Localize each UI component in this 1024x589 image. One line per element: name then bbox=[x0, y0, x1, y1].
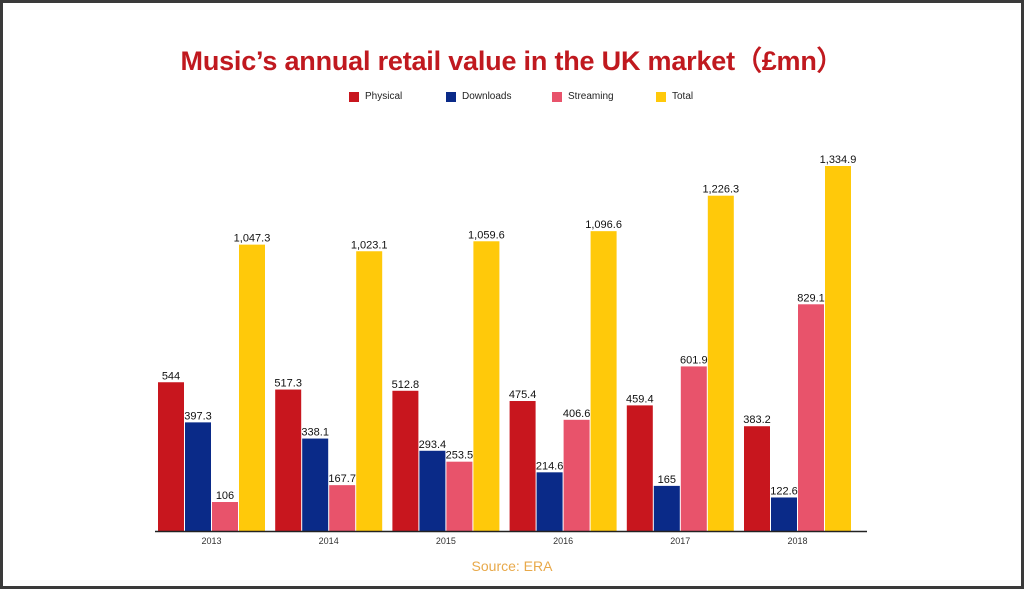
bar-downloads-2015 bbox=[419, 450, 446, 531]
bar-total-2018 bbox=[825, 166, 851, 531]
legend-swatch-physical bbox=[349, 91, 359, 102]
bar-downloads-2018 bbox=[771, 497, 797, 531]
chart-title-unit: （£mn） bbox=[734, 46, 844, 76]
bar-streaming-2016 bbox=[563, 419, 590, 531]
chart-title-text: Music’s annual retail value in the UK ma… bbox=[180, 46, 736, 76]
data-label-streaming-2018: 829.1 bbox=[797, 292, 825, 304]
data-label-downloads-2017: 165 bbox=[658, 474, 676, 486]
x-tick-label-2017: 2017 bbox=[670, 536, 690, 546]
bar-total-2015 bbox=[473, 241, 500, 531]
bar-downloads-2013 bbox=[185, 422, 211, 531]
data-label-downloads-2016: 214.6 bbox=[536, 460, 564, 472]
legend-item-downloads: Downloads bbox=[446, 91, 511, 102]
bar-physical-2013 bbox=[158, 382, 184, 531]
data-label-downloads-2015: 293.4 bbox=[419, 439, 447, 451]
bar-physical-2014 bbox=[275, 389, 302, 531]
data-label-total-2018: 1,334.9 bbox=[820, 154, 857, 166]
legend-label-streaming: Streaming bbox=[568, 91, 614, 102]
data-label-streaming-2013: 106 bbox=[216, 490, 234, 502]
legend-label-physical: Physical bbox=[365, 91, 403, 102]
x-tick-label-2014: 2014 bbox=[319, 536, 339, 546]
legend-item-streaming: Streaming bbox=[552, 91, 614, 102]
bar-physical-2016 bbox=[509, 401, 536, 531]
bar-physical-2015 bbox=[392, 390, 419, 531]
x-tick-label-2013: 2013 bbox=[201, 536, 221, 546]
bar-streaming-2017 bbox=[680, 366, 707, 531]
data-label-total-2014: 1,023.1 bbox=[351, 239, 388, 251]
bar-streaming-2013 bbox=[212, 502, 238, 531]
data-label-total-2013: 1,047.3 bbox=[234, 233, 271, 245]
data-label-total-2015: 1,059.6 bbox=[468, 229, 505, 241]
bar-streaming-2015 bbox=[446, 461, 473, 531]
legend-swatch-streaming bbox=[552, 91, 562, 102]
data-label-physical-2013: 544 bbox=[162, 370, 180, 382]
data-label-streaming-2014: 167.7 bbox=[328, 473, 356, 485]
data-label-streaming-2017: 601.9 bbox=[680, 354, 708, 366]
bar-total-2014 bbox=[356, 251, 383, 532]
data-label-total-2017: 1,226.3 bbox=[702, 184, 739, 196]
data-label-streaming-2015: 253.5 bbox=[446, 450, 474, 462]
bar-downloads-2016 bbox=[536, 472, 563, 531]
data-label-total-2016: 1,096.6 bbox=[585, 219, 622, 231]
legend-swatch-total bbox=[656, 91, 666, 102]
bar-downloads-2017 bbox=[653, 485, 680, 531]
legend-item-total: Total bbox=[656, 91, 693, 102]
data-label-physical-2017: 459.4 bbox=[626, 393, 654, 405]
x-tick-label-2015: 2015 bbox=[436, 536, 456, 546]
data-label-downloads-2013: 397.3 bbox=[184, 410, 212, 422]
data-label-physical-2018: 383.2 bbox=[743, 414, 771, 426]
bar-streaming-2014 bbox=[329, 485, 356, 531]
data-label-physical-2016: 475.4 bbox=[509, 389, 537, 401]
bar-physical-2017 bbox=[626, 405, 653, 531]
bar-streaming-2018 bbox=[798, 304, 824, 531]
bar-total-2013 bbox=[239, 244, 265, 531]
bar-total-2017 bbox=[707, 195, 734, 531]
chart-title: Music’s annual retail value in the UK ma… bbox=[3, 39, 1021, 78]
legend-label-downloads: Downloads bbox=[462, 91, 512, 102]
data-label-streaming-2016: 406.6 bbox=[563, 408, 591, 420]
bar-downloads-2014 bbox=[302, 438, 329, 531]
bar-total-2016 bbox=[590, 231, 617, 531]
legend-label-total: Total bbox=[672, 91, 694, 102]
bar-chart: 544 397.3 106 1,047.3 2013 517.3 338.1 167.7 1,0… bbox=[155, 154, 867, 546]
data-label-physical-2015: 512.8 bbox=[392, 379, 420, 391]
source-note: Source: ERA bbox=[471, 558, 553, 574]
data-label-downloads-2014: 338.1 bbox=[301, 427, 329, 439]
chart-legend: Physical Downloads Streaming Total bbox=[3, 91, 1021, 107]
chart-frame: Music’s annual retail value in the UK ma… bbox=[3, 3, 1021, 586]
legend-swatch-downloads bbox=[446, 91, 456, 102]
bar-physical-2018 bbox=[744, 426, 770, 531]
x-tick-label-2016: 2016 bbox=[553, 536, 573, 546]
data-label-physical-2014: 517.3 bbox=[274, 378, 302, 390]
x-tick-label-2018: 2018 bbox=[787, 536, 807, 546]
legend-item-physical: Physical bbox=[349, 91, 402, 102]
data-label-downloads-2018: 122.6 bbox=[770, 485, 798, 497]
